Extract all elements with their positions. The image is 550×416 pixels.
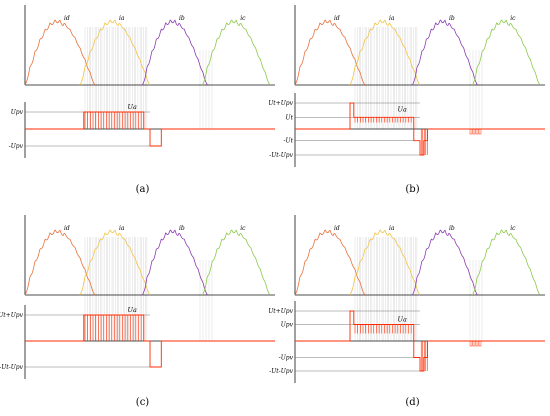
label-ic: ic [510,15,516,22]
phase-current-ia [79,229,151,296]
small-pulse [475,128,479,135]
phase-current-id [24,19,96,86]
panel-b: id ia ib ic Ut+Upv Ut -Ut -Ut-Upv Ua (b) [268,5,545,195]
phase-current-ia [349,19,421,86]
level-label: -Ut-Upv [269,368,293,375]
label-id: id [334,225,340,232]
panel-a: id ia ib ic Upv -Upv Ua (a) [9,5,275,195]
level-label: Ut+Upv [0,312,24,319]
small-pulse [475,340,479,347]
phase-current-ic [202,19,271,86]
panel-d: id ia ib ic Ut+Upv Upv -Upv -Ut-Upv Ua (d) [268,215,545,408]
label-ia: ia [389,225,395,232]
level-label: -Upv [9,143,24,150]
voltage-waveform [295,102,545,156]
label-ua: Ua [128,306,137,314]
label-ic: ic [240,225,246,232]
panel-caption: (b) [405,184,419,195]
phase-current-ib [412,19,478,86]
level-label: -Ut-Upv [269,152,293,159]
label-ia: ia [119,15,125,22]
label-ic: ic [510,225,516,232]
phase-current-ib [412,229,478,296]
phase-current-id [24,229,96,296]
panel-caption: (c) [136,397,150,408]
small-pulse [469,340,473,347]
phase-current-ib [142,229,208,296]
label-ic: ic [240,15,246,22]
voltage-waveform [25,314,275,368]
small-pulse [478,128,482,135]
label-ia: ia [389,15,395,22]
label-id: id [64,15,70,22]
small-pulse [478,340,482,347]
level-label: Ut+Upv [268,308,293,315]
phase-current-ia [349,229,421,296]
level-label: -Upv [279,355,294,362]
level-label: Ut [286,114,294,121]
panel-caption: (a) [136,184,150,195]
level-label: Ut+Upv [268,100,293,107]
small-pulse [469,128,473,135]
small-pulse [472,128,476,135]
label-id: id [334,15,340,22]
voltage-waveform [25,111,275,147]
label-ib: ib [449,225,455,232]
phase-current-ic [472,229,541,296]
phase-current-ia [79,19,151,86]
phase-current-id [294,229,366,296]
label-ib: ib [179,15,185,22]
panel-caption: (d) [405,397,419,408]
small-pulse [472,340,476,347]
label-id: id [64,225,70,232]
label-ib: ib [449,15,455,22]
phase-current-ib [142,19,208,86]
level-label: Upv [281,322,294,329]
panel-c: id ia ib ic Ut+Upv -Ut-Upv Ua (c) [0,215,275,408]
voltage-waveform [295,310,545,372]
label-ua: Ua [128,103,137,111]
level-label: -Ut [284,138,294,145]
phase-current-ic [202,229,271,296]
level-label: -Ut-Upv [0,364,24,371]
label-ib: ib [179,225,185,232]
level-label: Upv [11,109,24,116]
phase-current-id [294,19,366,86]
label-ia: ia [119,225,125,232]
label-ua: Ua [398,316,407,324]
phase-current-ic [472,19,541,86]
label-ua: Ua [398,106,407,114]
